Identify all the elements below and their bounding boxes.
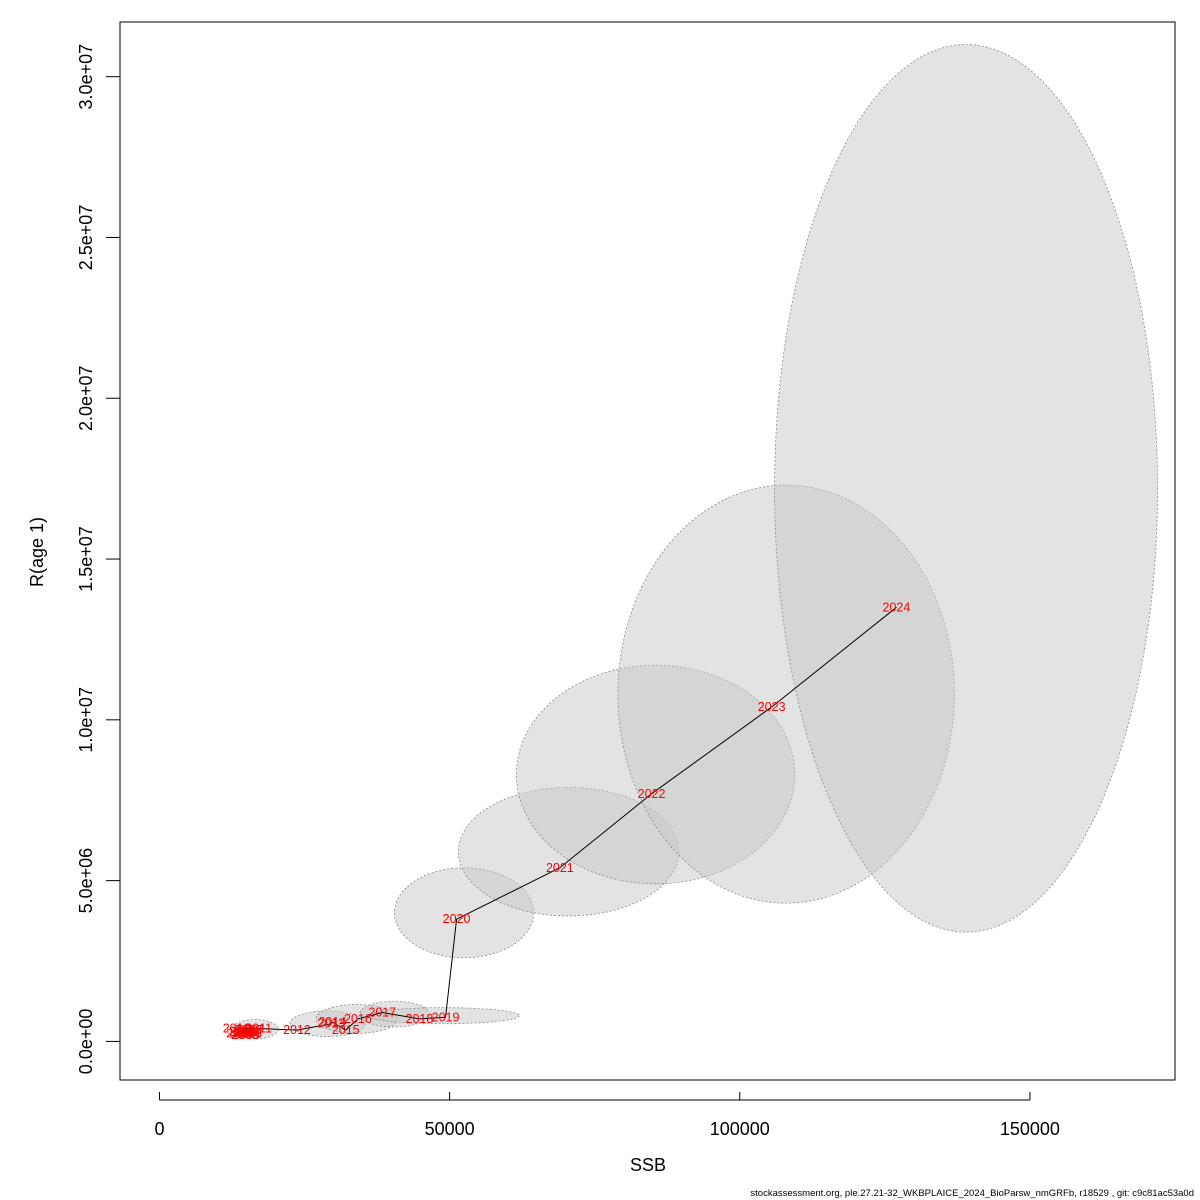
trajectory-path xyxy=(236,606,897,1037)
year-label-2003: 2003 xyxy=(231,1028,259,1042)
year-label-2007: 2007 xyxy=(237,1023,265,1037)
y-tick-label: 3.0e+07 xyxy=(76,44,96,110)
year-label-2002: 2002 xyxy=(229,1025,257,1039)
year-label-2018: 2018 xyxy=(406,1012,434,1026)
year-label-2013: 2013 xyxy=(317,1017,345,1031)
trajectory-line xyxy=(236,606,897,1037)
y-tick-label: 2.5e+07 xyxy=(76,205,96,271)
y-tick-label: 5.0e+06 xyxy=(76,848,96,914)
year-label-2011: 2011 xyxy=(245,1022,272,1036)
year-label-2005: 2005 xyxy=(232,1028,260,1042)
x-axis-label: SSB xyxy=(630,1155,666,1175)
year-label-2010: 2010 xyxy=(223,1022,251,1036)
y-axis: 0.0e+00 5.0e+06 1.0e+07 1.5e+07 2.0e+07 2.5e+… xyxy=(76,44,121,1075)
year-label-2008: 2008 xyxy=(226,1026,254,1040)
x-tick-label: 50000 xyxy=(425,1119,475,1139)
year-label-2020: 2020 xyxy=(443,912,471,926)
x-tick-label: 0 xyxy=(154,1119,164,1139)
x-axis: 0 50000 100000 150000 xyxy=(154,1092,1060,1139)
year-label-2024: 2024 xyxy=(883,600,911,614)
year-label-2017: 2017 xyxy=(368,1005,396,1019)
year-labels: 2002200320042005200620072008200920102011… xyxy=(223,600,911,1042)
y-tick-label: 1.5e+07 xyxy=(76,526,96,592)
y-tick-label: 0.0e+00 xyxy=(76,1009,96,1075)
footer-credit: stockassessment.org, ple.27.21-32_WKBPLA… xyxy=(750,1188,1194,1199)
year-label-2012: 2012 xyxy=(283,1023,311,1037)
year-label-2016: 2016 xyxy=(344,1012,372,1026)
year-label-2014: 2014 xyxy=(318,1015,346,1029)
year-label-2015: 2015 xyxy=(332,1023,360,1037)
year-label-2023: 2023 xyxy=(758,700,786,714)
y-tick-label: 1.0e+07 xyxy=(76,687,96,753)
year-label-2021: 2021 xyxy=(546,861,574,875)
x-tick-label: 100000 xyxy=(710,1119,770,1139)
confidence-ellipses xyxy=(231,44,1158,1040)
year-label-2006: 2006 xyxy=(234,1026,262,1040)
y-tick-label: 2.0e+07 xyxy=(76,365,96,431)
year-label-2019: 2019 xyxy=(432,1010,460,1024)
year-label-2022: 2022 xyxy=(638,787,666,801)
ellipse-2024 xyxy=(774,44,1158,933)
year-label-2009: 2009 xyxy=(234,1023,262,1037)
y-axis-label: R(age 1) xyxy=(27,517,47,587)
x-tick-label: 150000 xyxy=(1000,1119,1060,1139)
year-label-2004: 2004 xyxy=(233,1025,261,1039)
